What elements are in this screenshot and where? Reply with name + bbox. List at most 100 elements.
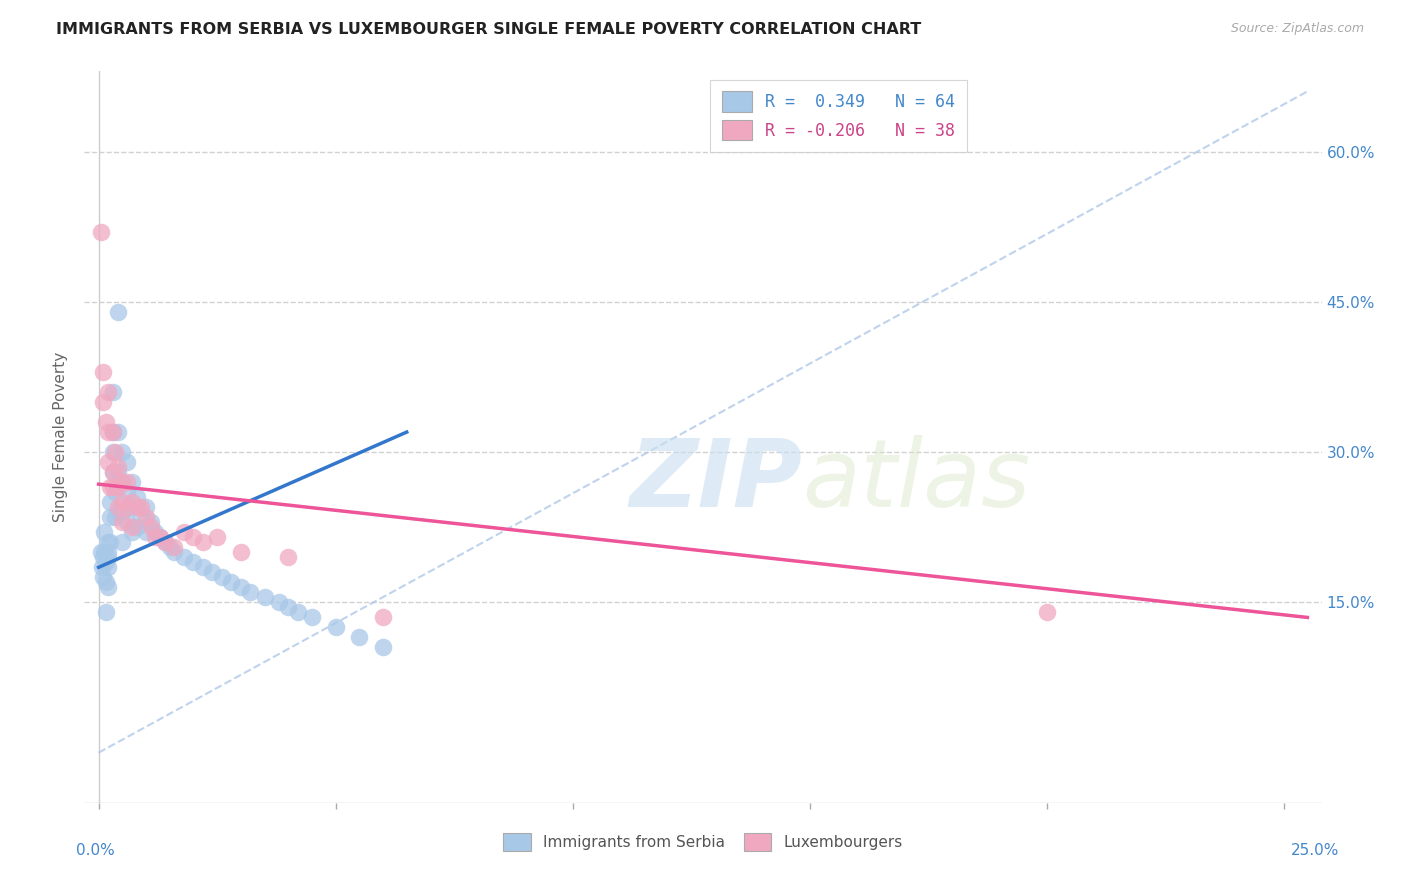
Point [111, 445, 134, 459]
Point [121, 500, 143, 515]
Point [277, 600, 299, 615]
Point [183, 530, 205, 544]
Point [121, 525, 143, 540]
Point [267, 595, 290, 609]
Point [145, 530, 167, 544]
Point [287, 606, 309, 620]
Legend: Immigrants from Serbia, Luxembourgers: Immigrants from Serbia, Luxembourgers [498, 827, 908, 857]
Y-axis label: Single Female Poverty: Single Female Poverty [53, 352, 69, 522]
Point [100, 480, 122, 494]
Point [115, 500, 138, 515]
Point [101, 465, 124, 479]
Point [94, 415, 117, 429]
Point [163, 541, 186, 555]
Point [153, 535, 176, 549]
Point [107, 505, 129, 519]
Point [93, 525, 115, 540]
Point [107, 460, 129, 475]
Point [100, 495, 122, 509]
Point [1035, 606, 1057, 620]
Point [90, 225, 112, 239]
Point [107, 465, 129, 479]
Point [121, 495, 143, 509]
Text: Source: ZipAtlas.com: Source: ZipAtlas.com [1230, 22, 1364, 36]
Point [111, 515, 134, 529]
Point [149, 530, 172, 544]
Point [229, 545, 252, 559]
Point [91, 560, 114, 574]
Point [183, 555, 205, 569]
Point [97, 535, 120, 549]
Point [129, 510, 152, 524]
Point [121, 520, 143, 534]
Point [107, 500, 129, 515]
Point [91, 395, 114, 409]
Point [115, 455, 138, 469]
Point [107, 480, 129, 494]
Point [201, 566, 224, 580]
Point [325, 620, 347, 634]
Point [229, 580, 252, 594]
Point [121, 475, 143, 490]
Point [97, 545, 120, 559]
Point [94, 606, 117, 620]
Point [101, 465, 124, 479]
Point [163, 545, 186, 559]
Point [115, 515, 138, 529]
Point [125, 500, 148, 515]
Point [97, 384, 120, 399]
Point [101, 425, 124, 439]
Point [149, 530, 172, 544]
Point [125, 520, 148, 534]
Point [104, 485, 127, 500]
Point [159, 541, 181, 555]
Point [173, 525, 195, 540]
Point [91, 550, 114, 565]
Point [91, 365, 114, 379]
Point [101, 384, 124, 399]
Point [239, 585, 262, 599]
Point [191, 535, 214, 549]
Point [111, 495, 134, 509]
Point [145, 525, 167, 540]
Point [371, 640, 394, 655]
Point [107, 425, 129, 439]
Point [97, 580, 120, 594]
Point [104, 445, 127, 459]
Point [129, 500, 152, 515]
Point [111, 475, 134, 490]
Point [135, 500, 157, 515]
Point [371, 610, 394, 624]
Point [91, 570, 114, 584]
Point [301, 610, 323, 624]
Point [111, 535, 134, 549]
Point [94, 575, 117, 590]
Point [277, 550, 299, 565]
Point [97, 560, 120, 574]
Point [173, 550, 195, 565]
Text: 25.0%: 25.0% [1291, 843, 1339, 858]
Point [135, 510, 157, 524]
Point [115, 475, 138, 490]
Point [221, 575, 243, 590]
Point [111, 505, 134, 519]
Point [93, 545, 115, 559]
Point [111, 475, 134, 490]
Text: ZIP: ZIP [628, 435, 801, 527]
Point [139, 520, 162, 534]
Point [125, 490, 148, 504]
Point [101, 480, 124, 494]
Text: atlas: atlas [801, 435, 1031, 526]
Point [115, 485, 138, 500]
Point [139, 515, 162, 529]
Point [101, 425, 124, 439]
Text: IMMIGRANTS FROM SERBIA VS LUXEMBOURGER SINGLE FEMALE POVERTY CORRELATION CHART: IMMIGRANTS FROM SERBIA VS LUXEMBOURGER S… [56, 22, 921, 37]
Point [100, 510, 122, 524]
Point [107, 305, 129, 319]
Point [101, 445, 124, 459]
Point [349, 631, 371, 645]
Point [191, 560, 214, 574]
Point [153, 535, 176, 549]
Point [211, 570, 233, 584]
Point [253, 591, 276, 605]
